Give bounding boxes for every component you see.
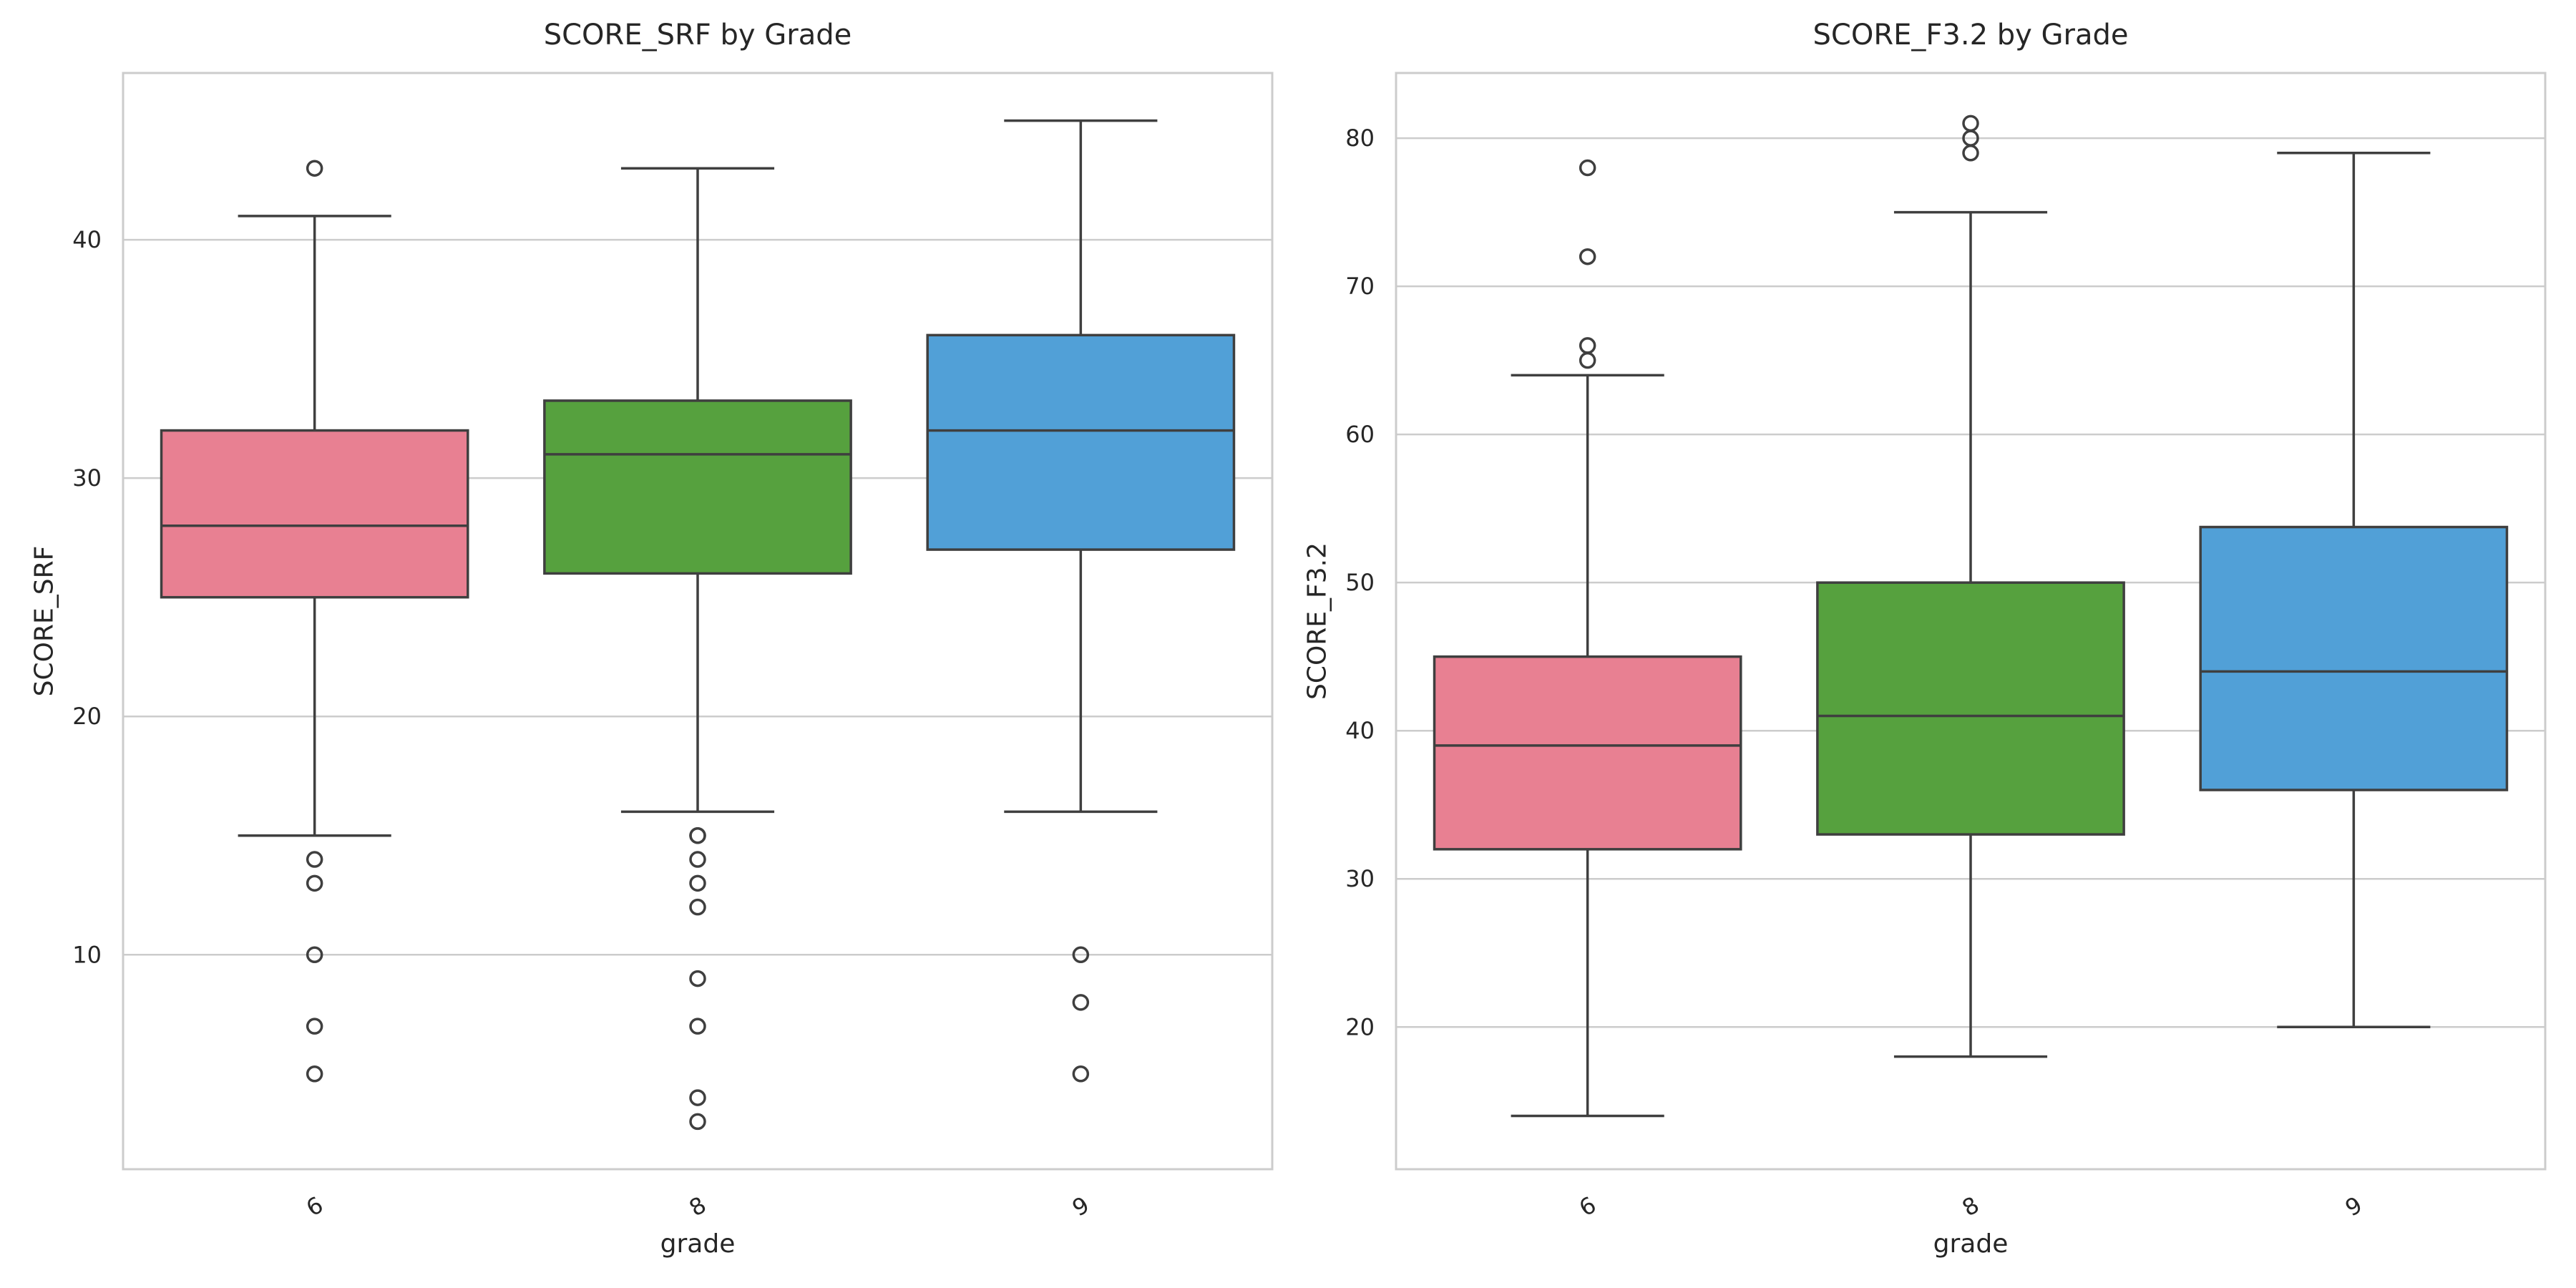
- y-tick-label: 30: [72, 464, 102, 492]
- y-axis-label: SCORE_F3.2: [1303, 542, 1332, 700]
- box-iqr: [926, 333, 1236, 551]
- x-tick-label: 8: [1958, 1191, 1984, 1221]
- outlier-point: [689, 874, 706, 892]
- outlier-point: [689, 1018, 706, 1035]
- box-iqr: [1433, 655, 1742, 851]
- box-iqr: [543, 399, 852, 575]
- outlier-point: [1072, 994, 1090, 1011]
- outlier-point: [689, 1089, 706, 1106]
- x-axis-label: grade: [1933, 1229, 2009, 1259]
- y-tick-label: 40: [1345, 717, 1375, 744]
- outlier-point: [1579, 159, 1596, 177]
- y-axis-label: SCORE_SRF: [30, 546, 59, 697]
- plot-frame: [122, 72, 1274, 1171]
- y-tick-label: 30: [1345, 865, 1375, 892]
- x-tick-label: 9: [1068, 1191, 1094, 1221]
- outlier-point: [1579, 337, 1596, 354]
- y-tick-label: 70: [1345, 273, 1375, 300]
- outlier-point: [689, 898, 706, 916]
- y-tick-label: 50: [1345, 569, 1375, 596]
- y-tick-label: 20: [72, 703, 102, 730]
- outlier-point: [306, 851, 323, 868]
- outlier-point: [306, 160, 323, 177]
- x-axis-label: grade: [660, 1229, 736, 1259]
- box-iqr: [2199, 525, 2509, 791]
- chart-title: SCORE_SRF by Grade: [544, 19, 852, 52]
- y-tick-label: 80: [1345, 125, 1375, 152]
- outlier-point: [689, 826, 706, 844]
- outlier-point: [306, 874, 323, 892]
- outlier-point: [689, 851, 706, 868]
- box-iqr: [160, 429, 469, 599]
- box-9: [2199, 152, 2509, 1029]
- box-8: [1816, 114, 2125, 1058]
- y-tick-label: 60: [1345, 421, 1375, 448]
- y-tick-label: 40: [72, 226, 102, 253]
- outlier-point: [1962, 114, 1979, 132]
- x-tick-label: 9: [2341, 1191, 2367, 1221]
- outlier-point: [306, 946, 323, 964]
- outlier-point: [1579, 248, 1596, 265]
- box-6: [160, 160, 469, 1083]
- outlier-point: [689, 970, 706, 987]
- box-8: [543, 167, 852, 1131]
- outlier-point: [306, 1065, 323, 1083]
- chart-score-f32: 20 30 40 50 60 70 80 6 8 9 SCORE_F3.2 by Grade grad…: [1303, 19, 2547, 1259]
- outlier-point: [1072, 946, 1090, 964]
- outlier-point: [1962, 145, 1979, 162]
- x-tick-label: 8: [685, 1191, 711, 1221]
- box-iqr: [1816, 581, 2125, 836]
- y-tick-label: 20: [1345, 1013, 1375, 1040]
- outlier-point: [1072, 1065, 1090, 1083]
- box-9: [926, 119, 1236, 1083]
- x-tick-label: 6: [301, 1191, 328, 1221]
- y-tick-label: 10: [72, 941, 102, 968]
- outlier-point: [689, 1113, 706, 1131]
- outlier-point: [1579, 351, 1596, 369]
- plot-frame: [1395, 72, 2547, 1171]
- x-tick-label: 6: [1574, 1191, 1601, 1221]
- chart-title: SCORE_F3.2 by Grade: [1813, 19, 2129, 52]
- outlier-point: [306, 1018, 323, 1035]
- chart-score-srf: 10 20 30 40 6 8 9 SCORE_SRF by Grade grade SCORE_…: [30, 19, 1274, 1259]
- box-6: [1433, 159, 1742, 1118]
